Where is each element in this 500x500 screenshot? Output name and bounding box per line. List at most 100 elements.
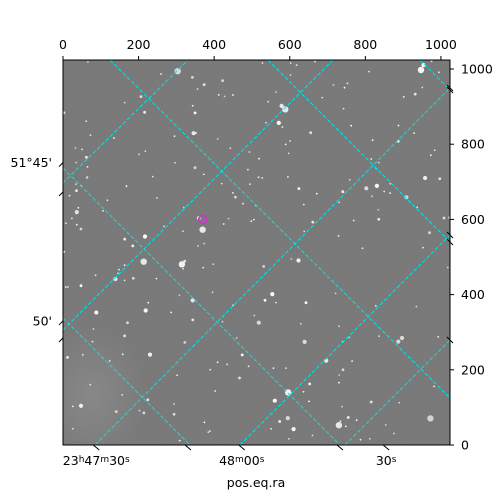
star [289,62,292,64]
star [85,120,88,123]
star [178,294,181,297]
star [315,192,318,195]
star [232,304,235,306]
star [202,266,205,269]
star [351,360,353,362]
star [178,261,186,268]
star [393,432,395,435]
dec-tick [58,320,64,326]
star [290,258,293,260]
star [235,337,238,339]
image-haze [63,325,147,445]
star [199,226,206,233]
dec-tick [58,162,64,167]
star [371,195,373,198]
star [114,410,118,413]
star [240,353,244,357]
star [66,356,69,359]
star [364,186,369,191]
star [302,339,307,344]
star [193,166,197,170]
star [288,438,290,440]
star [378,335,380,337]
star [262,265,266,268]
star [369,400,373,404]
star [131,276,135,280]
ra-tick [92,444,100,451]
star [335,422,343,429]
bottom-ra-axis: 23h47m30s 48m00s 30s [63,444,397,468]
dec-tick-label: 51°45' [11,155,53,170]
star [383,190,386,193]
star [146,398,150,402]
top-pixel-axis: 0 200 400 600 800 1000 [59,37,457,60]
star [121,353,124,356]
star [247,365,250,368]
star [123,334,126,338]
star [118,268,120,271]
star [74,210,79,215]
star [287,152,290,155]
star [209,368,212,371]
star [368,70,370,73]
y-tick-label: 1000 [461,62,493,77]
star [143,308,148,313]
star [142,411,146,415]
star [196,88,199,90]
ra-tick-label: 23h47m30s [63,453,130,468]
star [183,341,187,344]
star [253,314,256,317]
star [191,318,195,322]
star [282,106,289,113]
ra-tick [238,444,246,451]
star [281,126,284,128]
star [91,340,94,343]
star [304,301,308,305]
star [446,266,449,269]
x-tick-label: 800 [353,37,377,52]
star [275,301,277,304]
star [155,277,158,280]
star [338,201,340,204]
star [257,176,260,179]
star [415,305,418,308]
world-tick [446,336,454,344]
star [377,208,380,211]
star [341,190,345,194]
dec-tick [58,191,64,197]
star [71,217,73,220]
dec-tick-label: 50' [33,313,52,328]
star [355,419,358,422]
right-pixel-axis: 0 200 400 600 800 1000 [446,62,493,453]
star [125,185,128,188]
star [265,121,267,124]
star [220,182,223,185]
star [285,416,290,421]
star [163,225,165,228]
star [289,74,292,76]
star [438,71,440,74]
star [352,219,355,222]
star [234,195,237,199]
star [258,157,260,160]
star [214,390,217,392]
star [79,227,83,231]
star [249,183,251,186]
star [297,187,301,191]
star [170,311,173,314]
star [121,394,124,396]
star [85,177,88,179]
star [94,274,97,277]
star [276,120,281,125]
star [279,103,284,108]
star [123,279,126,282]
star [346,82,349,85]
star [217,94,220,96]
star [398,401,401,404]
star [89,383,92,386]
star [139,95,143,98]
star [247,168,249,171]
star [242,202,245,205]
ra-tick [184,444,192,451]
star [423,175,428,181]
